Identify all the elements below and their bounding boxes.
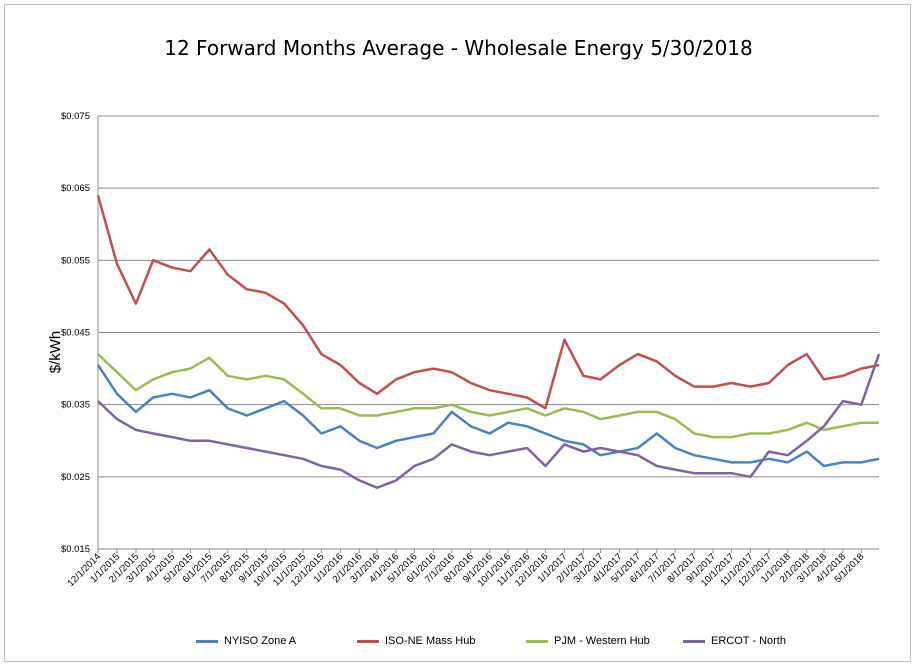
series-line-iso-ne-mass-hub [96,195,880,410]
legend-swatch [683,639,705,643]
legend-swatch [196,639,218,643]
y-tick-label: $0.055 [61,255,90,266]
legend-label: ERCOT - North [711,635,786,647]
y-tick-label: $0.025 [61,472,90,483]
legend-label: NYISO Zone A [224,635,297,647]
y-tick-label: $0.035 [61,400,90,411]
legend-swatch [357,639,379,643]
legend-item: NYISO Zone A [196,634,296,648]
y-tick-label: $0.065 [61,183,90,194]
axes [97,116,879,553]
legend-item: ERCOT - North [683,634,786,648]
y-tick-label: $0.045 [61,328,90,339]
y-tick-labels: $0.015 $0.025 $0.035 $0.045 $0.055 $0.065 $0.0… [61,111,90,555]
series-line-ercot-north [97,353,881,489]
legend: NYISO Zone A ISO-NE Mass Hub PJM - Western… [0,634,917,652]
y-axis-label: $/kWh [47,331,64,374]
series-lines [96,195,881,489]
grid-lines [98,115,879,550]
series-line-pjm-western-hub [97,353,879,439]
y-tick-label: $0.015 [61,544,90,555]
series-line-nyiso-zone-a [96,364,880,468]
legend-item: ISO-NE Mass Hub [357,634,475,648]
chart-title: 12 Forward Months Average - Wholesale En… [164,36,753,60]
legend-item: PJM - Western Hub [526,634,650,648]
legend-label: PJM - Western Hub [554,635,650,647]
y-tick-label: $0.075 [61,111,90,122]
legend-swatch [526,639,548,643]
legend-label: ISO-NE Mass Hub [385,635,476,647]
x-tick-labels: 12/1/20141/1/20152/1/20153/1/20154/1/201… [65,551,866,589]
